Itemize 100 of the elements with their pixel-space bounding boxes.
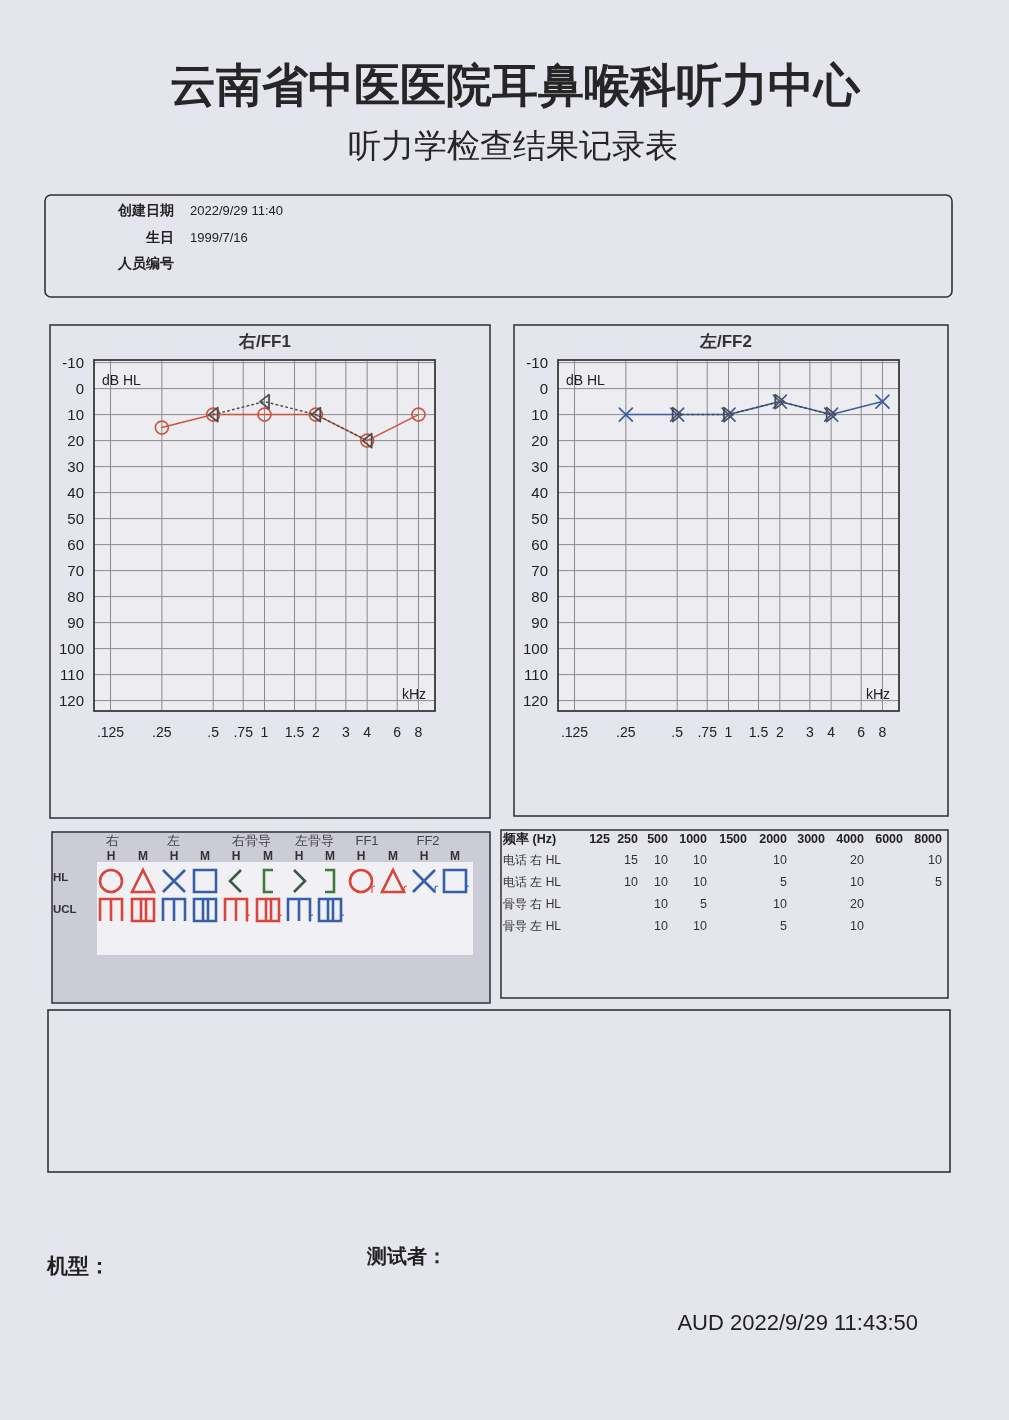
y-tick-label: 110 — [524, 666, 548, 684]
text: 人员编号 — [117, 255, 174, 271]
text: HL — [53, 871, 69, 883]
text: H — [356, 849, 366, 863]
data-label: 5 — [700, 897, 708, 911]
x-tick-label: 1.5 — [284, 724, 305, 740]
data-label: 10 — [773, 897, 788, 911]
y-tick-label: 10 — [67, 406, 84, 424]
text: H — [231, 849, 241, 863]
y-tick-label: 90 — [531, 614, 548, 632]
y-tick-label: 20 — [531, 432, 548, 450]
y-axis-title: dB HL — [102, 372, 142, 388]
data-label: 10 — [850, 919, 865, 933]
text: 右骨导 — [231, 833, 271, 848]
text: 左 — [166, 833, 180, 848]
data-label: 15 — [624, 853, 639, 867]
data-label: 5 — [780, 919, 788, 933]
data-label: 10 — [693, 919, 708, 933]
text: M — [138, 849, 148, 863]
x-tick-label: 4 — [363, 724, 372, 740]
chart-title: 右/FF1 — [238, 332, 291, 351]
data-label: 20 — [850, 853, 865, 867]
text: M — [263, 849, 273, 863]
y-tick-label: 10 — [531, 406, 548, 424]
data-label: 10 — [654, 875, 669, 889]
text: 创建日期 — [117, 203, 174, 218]
chart-title: 左/FF2 — [699, 332, 752, 351]
x-tick-label: 6 — [857, 724, 866, 740]
x-tick-label: .125 — [560, 724, 589, 740]
category-label: 250 — [617, 832, 639, 846]
text: FF1 — [355, 833, 379, 848]
y-tick-label: 30 — [67, 458, 84, 476]
text: 测试者： — [366, 1245, 447, 1267]
text: M — [450, 849, 460, 863]
text: 云南省中医医院耳鼻喉科听力中心 — [170, 59, 861, 111]
text: AUD 2022/9/29 11:43:50 — [677, 1310, 918, 1335]
data-label: 10 — [654, 853, 669, 867]
x-axis-title: kHz — [865, 686, 890, 702]
text: 骨导 右 HL — [503, 897, 562, 911]
category-label: 3000 — [797, 832, 826, 846]
y-tick-label: 80 — [531, 588, 548, 606]
x-tick-label: .75 — [233, 724, 254, 740]
x-tick-label: .25 — [152, 724, 172, 740]
x-tick-label: .75 — [697, 724, 718, 740]
x-tick-label: 2 — [311, 724, 320, 740]
x-tick-label: 8 — [414, 724, 423, 740]
data-label: 20 — [850, 897, 865, 911]
category-label: 8000 — [914, 832, 943, 846]
x-tick-label: 1 — [260, 724, 269, 740]
data-label: 5 — [780, 875, 788, 889]
y-tick-label: 80 — [67, 588, 84, 606]
y-tick-label: 50 — [531, 510, 548, 528]
x-tick-label: .5 — [207, 724, 220, 740]
x-tick-label: .25 — [616, 724, 636, 740]
x-tick-label: 6 — [393, 724, 402, 740]
x-tick-label: 1.5 — [748, 724, 769, 740]
category-label: 2000 — [759, 832, 788, 846]
text: 1999/7/16 — [190, 230, 248, 245]
category-label: 500 — [647, 832, 669, 846]
data-label: 10 — [850, 875, 865, 889]
data-label: 10 — [928, 853, 943, 867]
x-tick-label: 8 — [878, 724, 887, 740]
text: 生日 — [145, 230, 174, 245]
y-tick-label: 0 — [539, 380, 548, 398]
data-label: 10 — [693, 875, 708, 889]
data-label: 10 — [654, 897, 669, 911]
x-tick-label: 3 — [805, 724, 814, 740]
y-tick-label: 20 — [67, 432, 84, 450]
x-tick-label: 2 — [775, 724, 784, 740]
text: 频率 (Hz) — [502, 831, 557, 846]
y-tick-label: -10 — [526, 354, 548, 372]
x-tick-label: 3 — [341, 724, 350, 740]
data-label: 10 — [773, 853, 788, 867]
data-label: 10 — [624, 875, 639, 889]
x-axis-title: kHz — [401, 686, 426, 702]
text: 骨导 左 HL — [503, 919, 562, 933]
text: H — [169, 849, 179, 863]
y-tick-label: 70 — [67, 562, 84, 580]
text: H — [106, 849, 116, 863]
category-label: 125 — [589, 832, 611, 846]
data-label: 10 — [654, 919, 669, 933]
category-label: 6000 — [875, 832, 904, 846]
category-label: 4000 — [836, 832, 865, 846]
category-label: 1000 — [679, 832, 708, 846]
text: 2022/9/29 11:40 — [190, 203, 284, 218]
x-tick-label: 1 — [724, 724, 733, 740]
x-tick-label: .125 — [96, 724, 125, 740]
text: 机型： — [46, 1254, 110, 1277]
y-tick-label: 70 — [531, 562, 548, 580]
text: 电话 右 HL — [503, 853, 562, 867]
y-tick-label: -10 — [62, 354, 84, 372]
x-tick-label: .5 — [671, 724, 684, 740]
text: 电话 左 HL — [503, 875, 562, 889]
category-label: 1500 — [719, 832, 748, 846]
y-tick-label: 50 — [67, 510, 84, 528]
y-tick-label: 110 — [60, 666, 84, 684]
data-label: 5 — [935, 875, 943, 889]
text: 右 — [105, 833, 119, 848]
text: M — [200, 849, 210, 863]
text: 听力学检查结果记录表 — [348, 127, 678, 164]
